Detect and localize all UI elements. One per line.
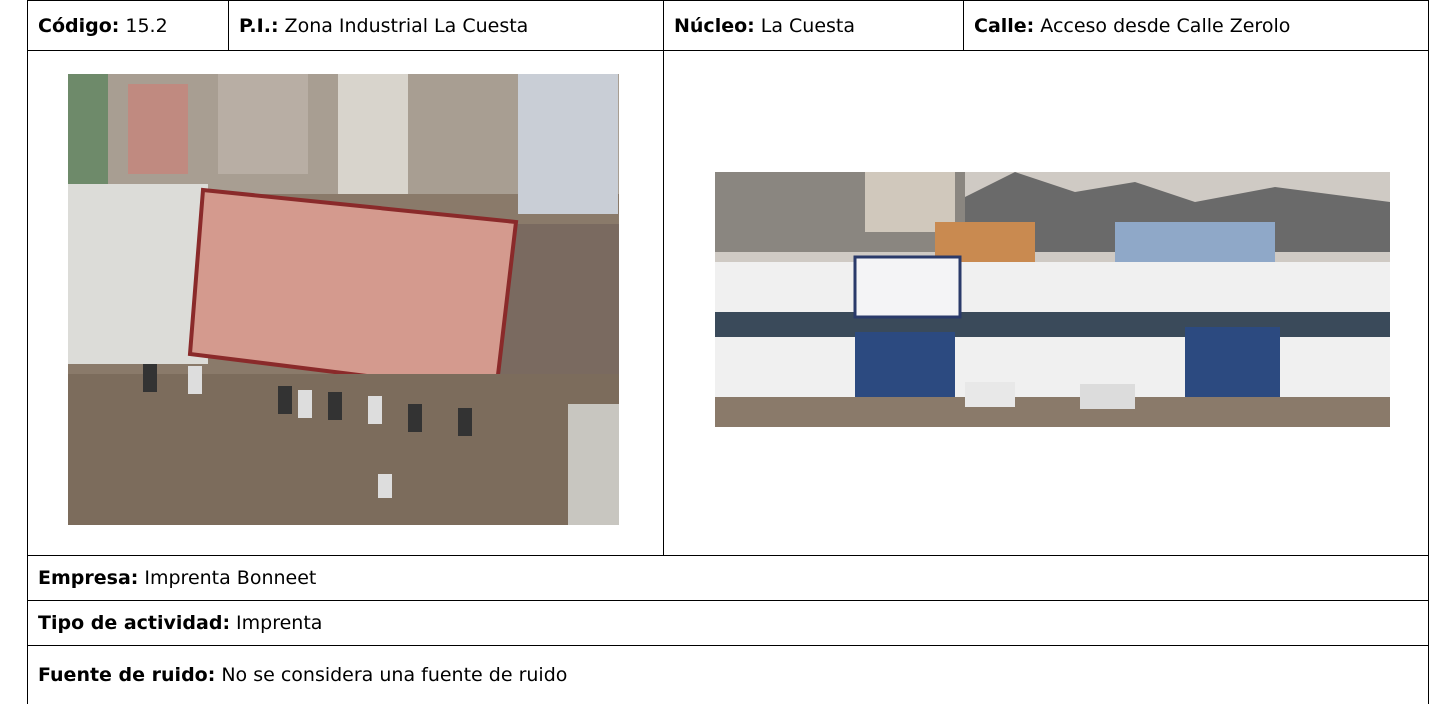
label: Código: [38, 14, 120, 37]
label: Tipo de actividad: [38, 612, 231, 634]
label: Fuente de ruido: [38, 664, 216, 686]
label: Núcleo: [674, 14, 755, 37]
value: La Cuesta [760, 14, 856, 37]
value: No se considera una fuente de ruido [221, 664, 568, 686]
label: Empresa: [38, 567, 139, 589]
detail-row: Tipo de actividad: Imprenta [27, 600, 1429, 646]
label: Calle: [974, 14, 1035, 37]
header-cell: P.I.: Zona Industrial La Cuesta [228, 0, 664, 51]
header-cell: Núcleo: La Cuesta [663, 0, 964, 51]
value: 15.2 [125, 14, 168, 37]
street-photo [715, 172, 1390, 427]
detail-row: Fuente de ruido: No se considera una fuen… [27, 645, 1429, 704]
detail-row: Empresa: Imprenta Bonneet [27, 555, 1429, 601]
value: Imprenta Bonneet [144, 567, 317, 589]
label: P.I.: [239, 14, 279, 37]
value: Acceso desde Calle Zerolo [1040, 14, 1291, 37]
header-cell: Código: 15.2 [27, 0, 229, 51]
header-cell: Calle: Acceso desde Calle Zerolo [963, 0, 1429, 51]
value: Zona Industrial La Cuesta [284, 14, 529, 37]
value: Imprenta [236, 612, 323, 634]
aerial-photo [68, 74, 619, 525]
